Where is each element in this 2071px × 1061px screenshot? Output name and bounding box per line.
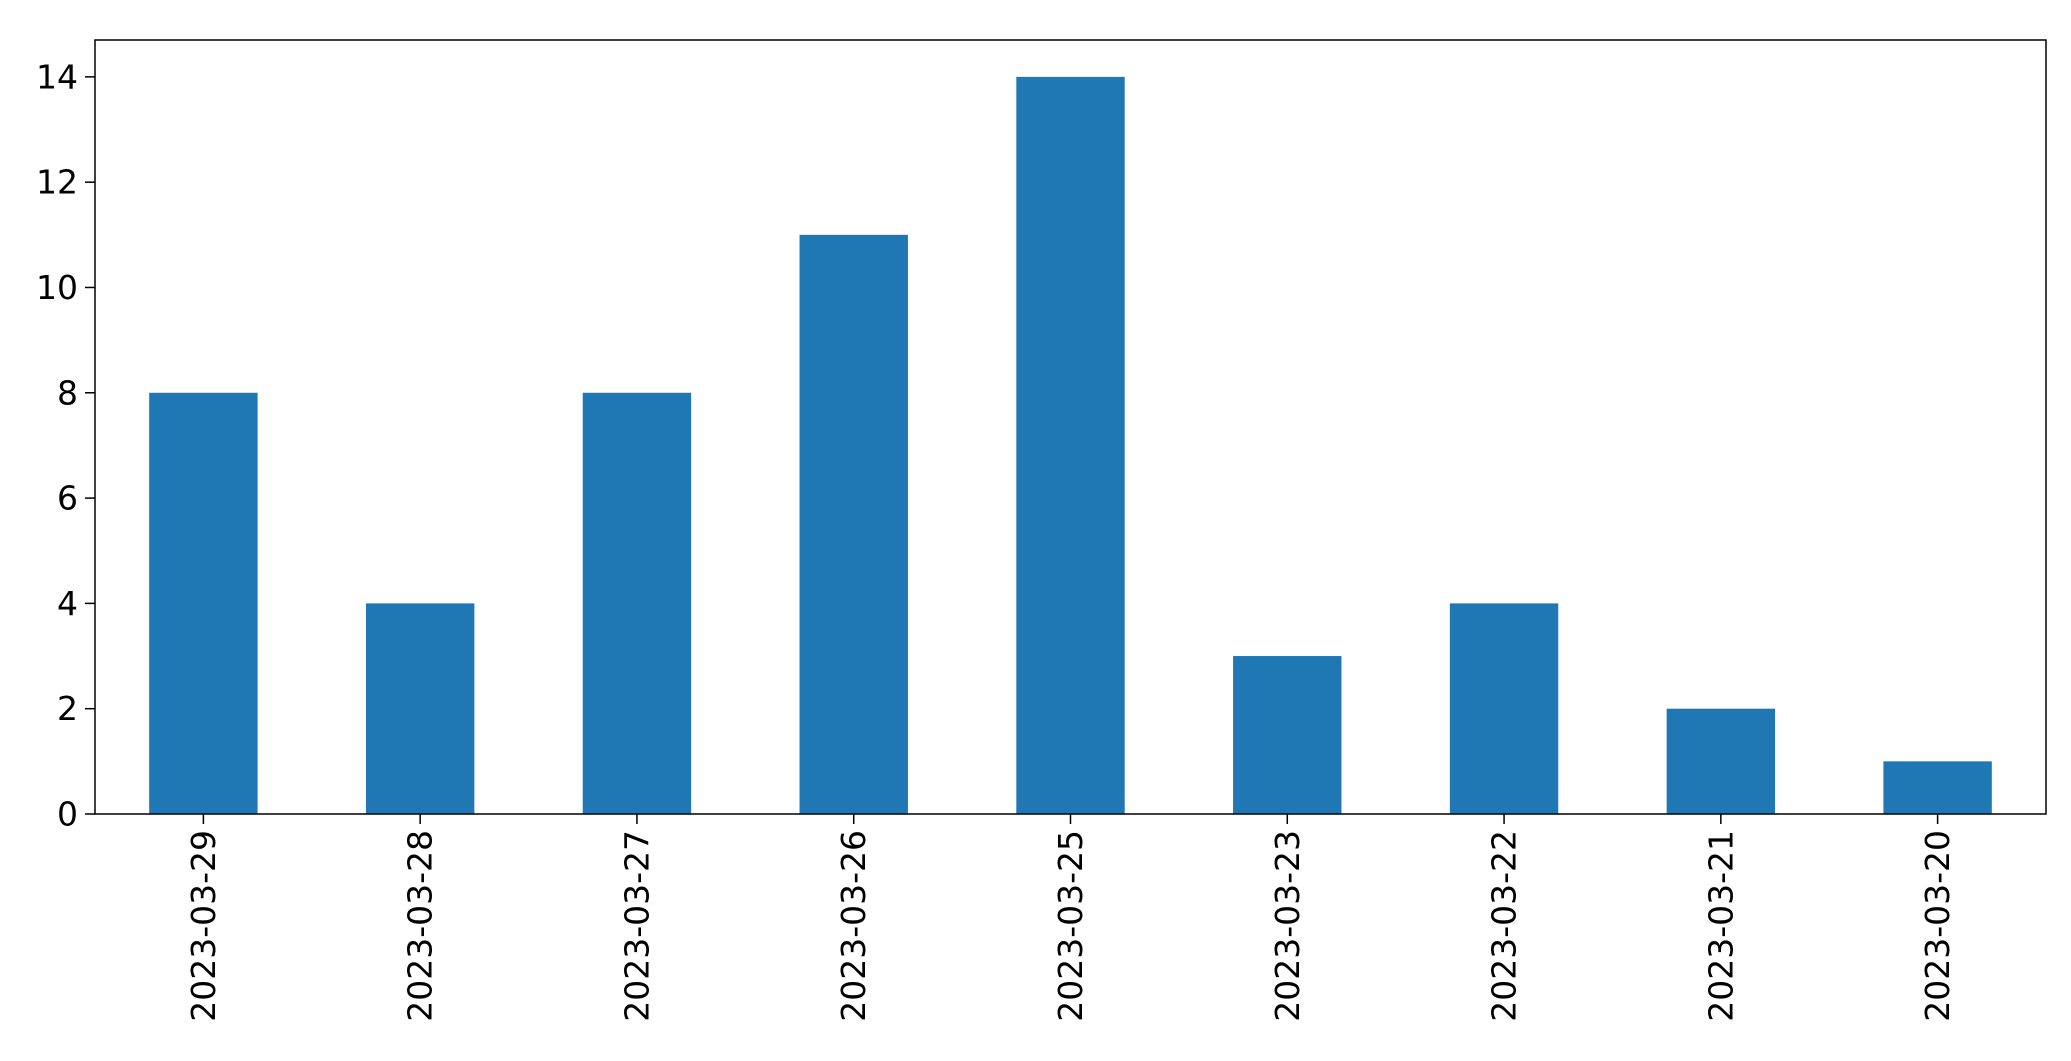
x-tick-label: 2023-03-22 bbox=[1485, 830, 1524, 1022]
bar-2023-03-22 bbox=[1449, 603, 1559, 814]
x-tick-label: 2023-03-20 bbox=[1918, 830, 1957, 1022]
x-tick-label: 2023-03-26 bbox=[834, 830, 873, 1022]
bars-group bbox=[149, 76, 1992, 815]
x-tick-label: 2023-03-25 bbox=[1051, 830, 1090, 1022]
x-tick-label: 2023-03-21 bbox=[1701, 830, 1740, 1022]
bar-2023-03-21 bbox=[1666, 708, 1776, 814]
y-tick-label: 6 bbox=[57, 479, 78, 518]
y-tick-label: 4 bbox=[57, 584, 78, 623]
x-tick-label: 2023-03-27 bbox=[617, 830, 656, 1022]
bar-2023-03-20 bbox=[1883, 761, 1992, 814]
y-tick-label: 0 bbox=[57, 795, 78, 834]
y-tick-label: 12 bbox=[36, 163, 78, 202]
y-tick-label: 10 bbox=[36, 268, 78, 307]
y-tick-label: 14 bbox=[36, 57, 78, 96]
y-tick-label: 2 bbox=[57, 689, 78, 728]
x-tick-label: 2023-03-29 bbox=[184, 830, 223, 1022]
y-axis: 0 2 4 6 8 10 12 14 bbox=[36, 57, 95, 834]
x-axis: 2023-03-29 2023-03-28 2023-03-27 2023-03-26… bbox=[184, 814, 1957, 1022]
bar-2023-03-29 bbox=[149, 392, 258, 814]
y-tick-label: 8 bbox=[57, 373, 78, 412]
bar-2023-03-25 bbox=[1016, 76, 1125, 815]
bar-2023-03-27 bbox=[582, 392, 692, 814]
bar-2023-03-23 bbox=[1233, 656, 1342, 814]
bar-2023-03-28 bbox=[365, 603, 475, 814]
x-tick-label: 2023-03-28 bbox=[401, 830, 440, 1022]
bar-2023-03-26 bbox=[799, 234, 908, 814]
x-tick-label: 2023-03-23 bbox=[1268, 830, 1307, 1022]
plot-frame bbox=[94, 39, 2047, 815]
